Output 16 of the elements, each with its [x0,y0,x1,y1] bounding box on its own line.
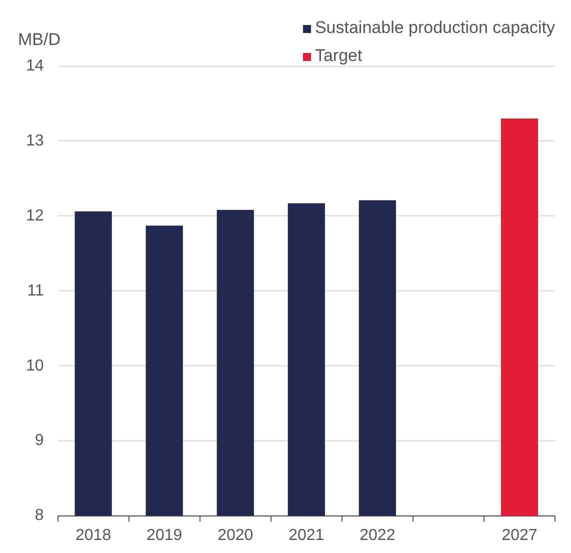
y-axis-title: MB/D [18,30,60,50]
y-tick-label: 10 [26,357,44,374]
y-tick-label: 13 [26,132,44,150]
y-tick-label: 9 [34,432,44,450]
x-tick-label: 2022 [360,526,396,544]
y-tick-label: 8 [34,507,44,524]
legend-label: Target [314,46,362,65]
legend-label: Sustainable production capacity [314,18,555,37]
x-tick-label: 2020 [218,526,254,544]
y-tick-label: 12 [26,207,44,224]
y-tick-label: 11 [27,282,44,300]
x-tick-label: 2027 [502,526,538,544]
x-tick-label: 2019 [146,526,182,544]
x-tick-label: 2021 [288,526,324,544]
y-tick-label: 14 [26,57,44,74]
x-tick-label: 2018 [76,526,112,544]
